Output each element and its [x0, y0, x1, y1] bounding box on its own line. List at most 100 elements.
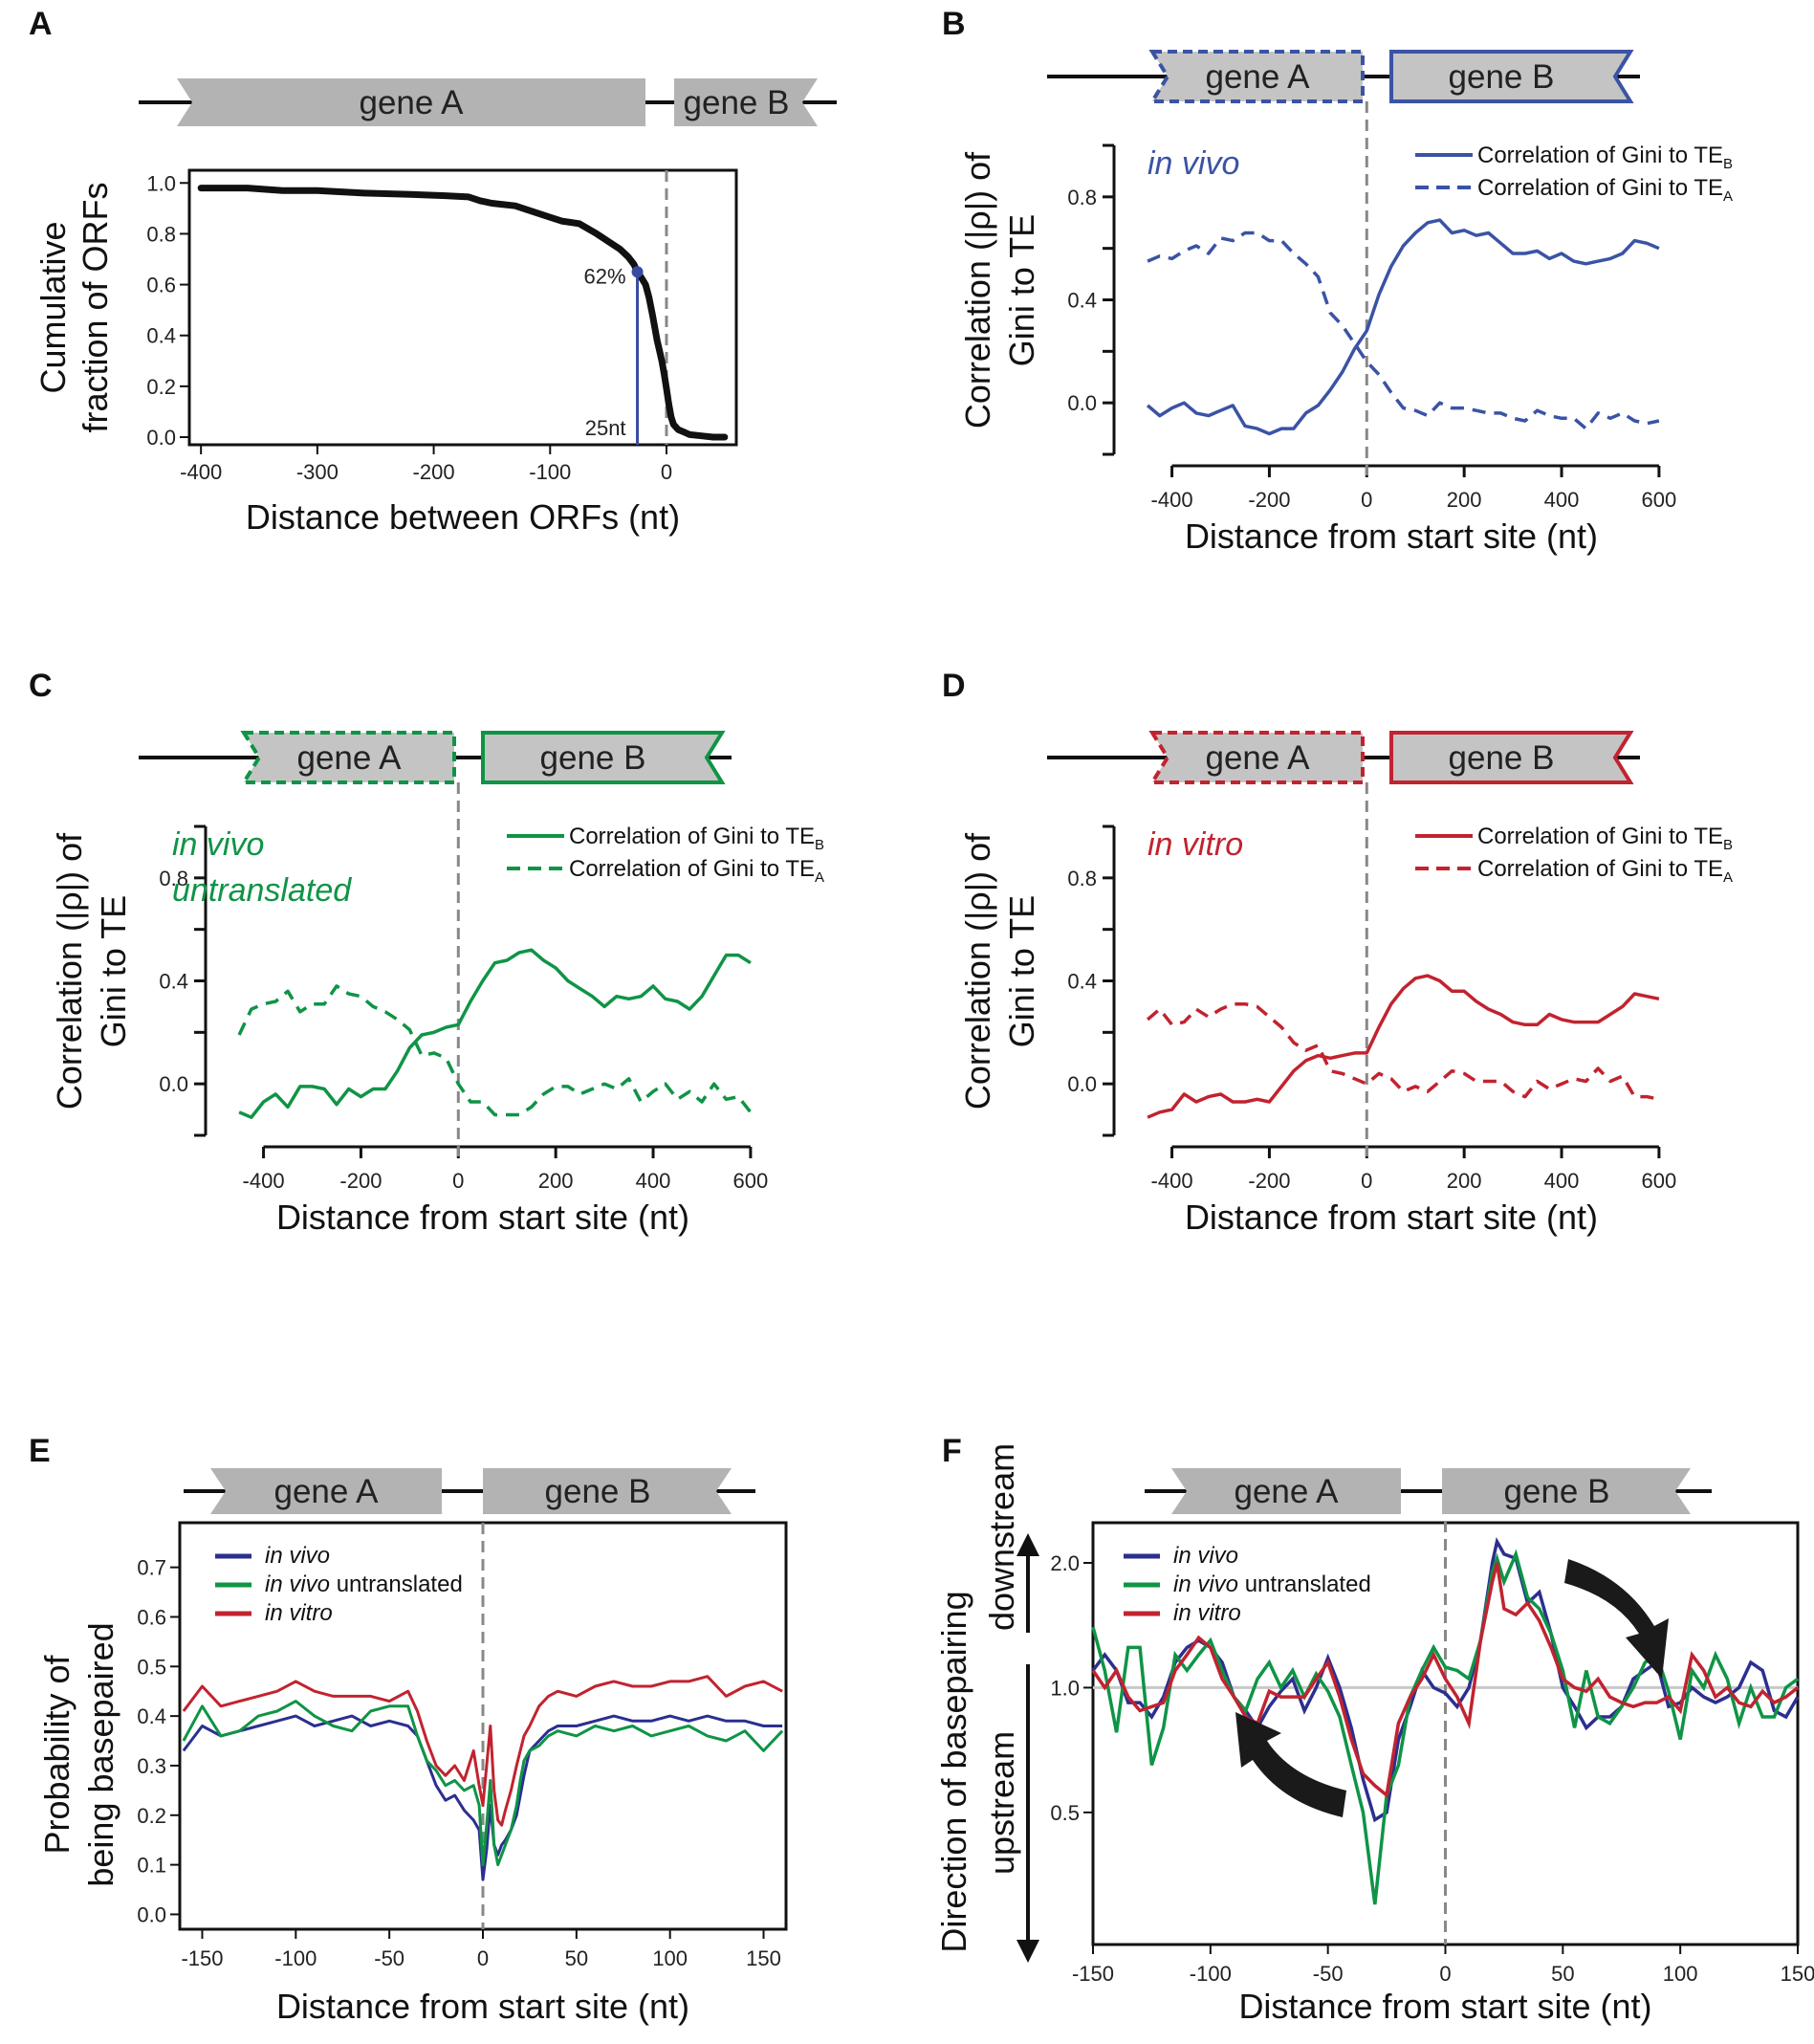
series-cumulative-line	[197, 185, 729, 441]
series-te-b-line	[1147, 974, 1660, 1119]
panel-d-in-vitro-chart: gene A gene B 0.0 0.4 0.8 -400 -200 0 200 400 600 i…	[958, 731, 1733, 1237]
legend-label: in vitro	[265, 1600, 333, 1626]
x-tick-label: -100	[274, 1946, 317, 1970]
x-tick-label: 100	[652, 1946, 688, 1970]
condition-label: in vitro	[1147, 826, 1243, 863]
y-tick-label: 0.0	[159, 1072, 188, 1096]
x-tick-label: -50	[1313, 1962, 1344, 1986]
panel-letter-f: F	[942, 1433, 962, 1469]
y-axis-title: Correlation (|ρ|) of Gini to TE	[958, 151, 1041, 429]
x-axis-title: Distance from start site (nt)	[1238, 1987, 1651, 2026]
x-axis-title: Distance from start site (nt)	[276, 1987, 689, 2026]
gene-a-box: gene A	[177, 78, 645, 126]
legend: Correlation of Gini to TEB Correlation of…	[507, 824, 824, 886]
x-axis-title: Distance between ORFs (nt)	[246, 497, 680, 537]
legend-label: in vivo untranslated	[1173, 1571, 1371, 1597]
y-tick-label: 1.0	[146, 171, 176, 195]
gene-a-box-shape	[1148, 731, 1365, 784]
gene-a-box-shape	[177, 78, 645, 126]
x-tick-label: -400	[1151, 488, 1193, 512]
x-axis-title: Distance from start site (nt)	[1185, 516, 1598, 556]
panel-letter-b: B	[942, 6, 966, 42]
y-tick-label: 1.0	[1050, 1676, 1080, 1700]
y-tick-label: 0.0	[1067, 391, 1097, 415]
axes: 0.0 0.4 0.8 -400 -200 0 200 400 600	[1067, 143, 1676, 512]
plot-frame	[187, 168, 738, 447]
series-te-a-line	[1146, 1001, 1660, 1102]
panel-e-basepairing-probability-chart: gene A gene B 0.0 0.1 0.2 0.3 0.4 0.5 0.6 0.7 -150…	[37, 1468, 788, 2026]
y-tick-label: 0.4	[159, 970, 188, 994]
gene-b-box: gene B	[481, 731, 726, 784]
x-tick-label: -400	[1151, 1169, 1193, 1193]
y-axis-title: Correlation (|ρ|) of Gini to TE	[50, 832, 133, 1110]
panel-letter-e: E	[29, 1433, 51, 1469]
condition-label: in vivo	[172, 826, 264, 863]
y-axis-title-line: Gini to TE	[1002, 895, 1041, 1047]
y-axis-title-line: fraction of ORFs	[76, 182, 115, 432]
x-axis-title: Distance from start site (nt)	[276, 1198, 689, 1237]
series-te-b-line	[238, 948, 752, 1119]
y-tick-label: 0.2	[146, 375, 176, 399]
y-tick-label: 0.6	[137, 1605, 166, 1629]
gene-diagram: gene A gene B	[1145, 1468, 1712, 1514]
panel-letter-d: D	[942, 668, 966, 704]
gene-b-box-label: gene B	[1504, 1473, 1610, 1510]
y-tick-label: 0.6	[146, 274, 176, 297]
gene-a-box: gene A	[1171, 1468, 1401, 1514]
y-axis-title: Direction of basepairing	[934, 1591, 973, 1952]
gene-a-box-label: gene A	[360, 84, 465, 121]
gene-b-box-label: gene B	[545, 1473, 651, 1510]
gene-b-box-label: gene B	[540, 739, 646, 777]
x-tick-label: -400	[180, 460, 222, 484]
legend-label: Correlation of Gini to TEA	[569, 856, 824, 886]
gene-b-box: gene B	[483, 1468, 732, 1514]
gene-diagram: gene A gene B	[184, 1468, 755, 1514]
axes: 0.0 0.4 0.8 -400 -200 0 200 400 600	[159, 824, 768, 1193]
gene-a-box-label: gene A	[297, 739, 403, 777]
x-tick-label: 200	[1447, 488, 1482, 512]
gene-b-box-shape	[674, 78, 818, 126]
panel-c-in-vivo-untranslated-chart: gene A gene B 0.0 0.4 0.8 -400 -200 0 200 400 600 i…	[50, 731, 824, 1237]
panel-b-in-vivo-chart: gene A gene B 0.0 0.4 0.8 -400 -200 0 200 400 600 i…	[958, 50, 1733, 556]
x-tick-label: 100	[1663, 1962, 1698, 1986]
x-tick-label: 0	[1439, 1962, 1451, 1986]
y-tick-label: 0.5	[1050, 1801, 1080, 1825]
y-axis-title: Probability of being basepaired	[37, 1622, 120, 1886]
legend: Correlation of Gini to TEB Correlation of…	[1415, 143, 1733, 205]
y-tick-label: 0.4	[1067, 970, 1097, 994]
gene-b-box-label: gene B	[1449, 58, 1555, 96]
legend-subscript: B	[1723, 837, 1733, 853]
legend-label-italic: in vivo	[1173, 1571, 1238, 1597]
y-axis-title-line: being basepaired	[81, 1622, 120, 1886]
y-tick-label: 0.1	[137, 1854, 166, 1878]
y-axis-title-line: Correlation (|ρ|) of	[50, 832, 89, 1110]
gene-a-box-label: gene A	[274, 1473, 380, 1510]
legend-label-italic: in vitro	[1173, 1600, 1241, 1626]
y-tick-label: 0.0	[137, 1902, 166, 1926]
gene-diagram: gene A gene B	[139, 78, 837, 126]
gene-b-box-label: gene B	[1449, 739, 1555, 777]
legend-label: Correlation of Gini to TEA	[1477, 856, 1733, 886]
x-tick-label: -200	[413, 460, 455, 484]
y-tick-label: 0.7	[137, 1556, 166, 1580]
x-tick-label: 200	[538, 1169, 574, 1193]
upstream-label: upstream	[982, 1731, 1021, 1875]
panel-letter-c: C	[29, 668, 53, 704]
x-tick-label: 0	[1361, 1169, 1372, 1193]
x-tick-label: 0	[452, 1169, 464, 1193]
legend: Correlation of Gini to TEB Correlation of…	[1415, 824, 1733, 886]
axes: 0.0 0.4 0.8 -400 -200 0 200 400 600	[1067, 824, 1676, 1193]
y-axis-title-line: Gini to TE	[1002, 214, 1041, 366]
gene-b-box: gene B	[1389, 50, 1634, 103]
gene-b-box-shape	[483, 1468, 732, 1514]
x-tick-label: 200	[1447, 1169, 1482, 1193]
condition-label: untranslated	[172, 872, 352, 909]
gene-a-box-shape	[210, 1468, 442, 1514]
legend-subscript: A	[1723, 188, 1733, 205]
gene-b-box: gene B	[1442, 1468, 1691, 1514]
gene-a-box-label: gene A	[1235, 1473, 1340, 1510]
y-axis-title: Cumulativefraction of ORFs	[33, 182, 115, 432]
gene-a-box-shape	[240, 731, 456, 784]
gene-diagram: gene A gene B	[1047, 731, 1640, 784]
